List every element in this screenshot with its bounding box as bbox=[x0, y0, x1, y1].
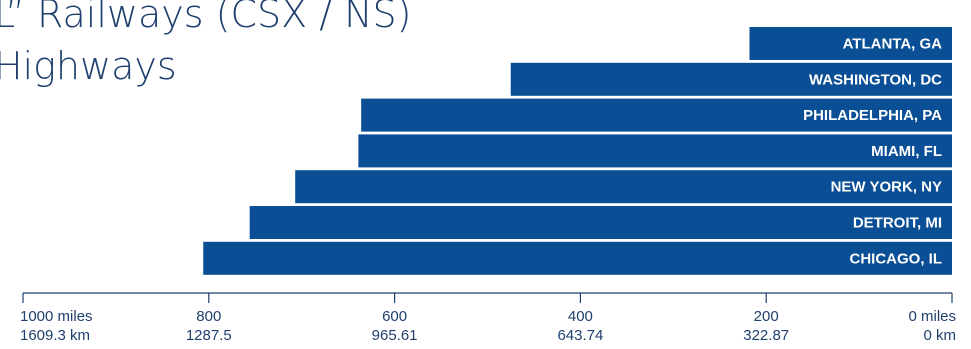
slide-title-line-2: Highways bbox=[0, 44, 177, 88]
bar-chicago-il bbox=[203, 241, 952, 275]
x-tick-label-km-800: 1287.5 bbox=[186, 327, 232, 344]
slide-title-line-1: L” Railways (CSX / NS) bbox=[0, 0, 412, 36]
bar-miami-fl bbox=[358, 134, 952, 168]
x-tick-label-miles-200: 200 bbox=[754, 308, 779, 325]
bar-washington-dc bbox=[510, 62, 952, 96]
bar-detroit-mi bbox=[249, 206, 952, 239]
x-tick-label-miles-600: 600 bbox=[382, 308, 407, 325]
bar-atlanta-ga bbox=[749, 27, 952, 60]
x-axis: 1000 miles 1609.3 km 800 1287.5 600 965.61 400… bbox=[20, 292, 956, 344]
bar-label-atlanta-ga: ATLANTA, GA bbox=[843, 36, 943, 53]
bar-label-washington-dc: WASHINGTON, DC bbox=[809, 71, 942, 88]
x-tick-label-km-0: 0 km bbox=[923, 327, 956, 344]
x-tick-label-miles-1000: 1000 miles bbox=[20, 308, 93, 325]
x-tick-label-km-1000: 1609.3 km bbox=[20, 327, 90, 344]
bar-new-york-ny bbox=[295, 170, 952, 204]
bar-label-miami-fl: MIAMI, FL bbox=[871, 143, 942, 160]
bar-label-chicago-il: CHICAGO, IL bbox=[850, 250, 943, 267]
x-tick-label-km-600: 965.61 bbox=[372, 327, 418, 344]
x-tick-label-miles-0: 0 miles bbox=[908, 308, 956, 325]
x-tick-label-km-200: 322.87 bbox=[743, 327, 789, 344]
bar-label-detroit-mi: DETROIT, MI bbox=[853, 215, 942, 232]
bar-label-new-york-ny: NEW YORK, NY bbox=[831, 179, 942, 196]
x-tick-label-miles-800: 800 bbox=[196, 308, 221, 325]
bars-group: ATLANTA, GA WASHINGTON, DC PHILADELPHIA, P… bbox=[203, 27, 952, 275]
bar-philadelphia-pa bbox=[361, 98, 952, 132]
x-tick-label-km-400: 643.74 bbox=[557, 327, 603, 344]
x-tick-label-miles-400: 400 bbox=[568, 308, 593, 325]
bar-label-philadelphia-pa: PHILADELPHIA, PA bbox=[803, 107, 942, 124]
